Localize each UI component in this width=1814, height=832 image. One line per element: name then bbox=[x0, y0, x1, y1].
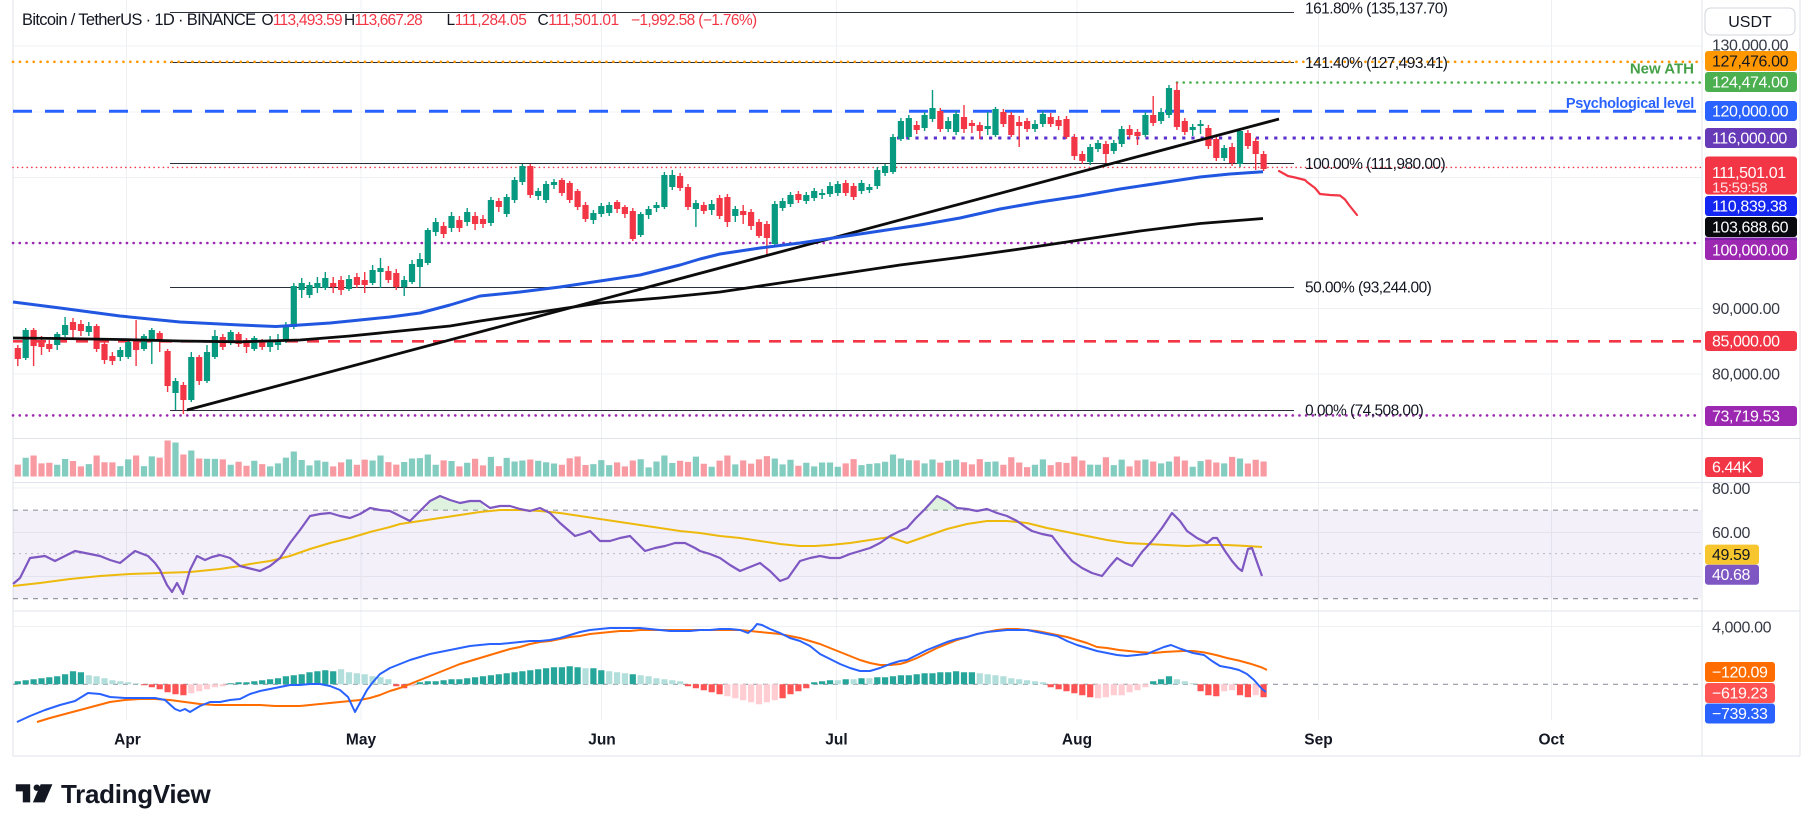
svg-text:127,476.00: 127,476.00 bbox=[1712, 54, 1789, 71]
svg-text:−1,992.58 (−1.76%): −1,992.58 (−1.76%) bbox=[631, 12, 757, 29]
svg-text:Psychological level: Psychological level bbox=[1566, 96, 1694, 112]
svg-text:80.00: 80.00 bbox=[1712, 481, 1751, 498]
svg-text:111,501.01: 111,501.01 bbox=[1712, 165, 1786, 182]
svg-text:C111,501.01: C111,501.01 bbox=[538, 12, 619, 29]
svg-text:40.68: 40.68 bbox=[1712, 567, 1751, 584]
svg-text:Bitcoin / TetherUS · 1D · BINA: Bitcoin / TetherUS · 1D · BINANCE bbox=[22, 11, 256, 29]
svg-text:15:59:58: 15:59:58 bbox=[1712, 180, 1767, 197]
svg-text:130,000.00: 130,000.00 bbox=[1712, 38, 1789, 55]
svg-text:4,000.00: 4,000.00 bbox=[1712, 620, 1772, 637]
svg-text:TradingView: TradingView bbox=[61, 779, 211, 809]
svg-text:124,474.00: 124,474.00 bbox=[1712, 75, 1789, 92]
svg-text:L111,284.05: L111,284.05 bbox=[447, 12, 527, 29]
svg-text:Aug: Aug bbox=[1062, 732, 1092, 749]
svg-text:90,000.00: 90,000.00 bbox=[1712, 301, 1780, 318]
svg-text:New ATH: New ATH bbox=[1630, 61, 1694, 78]
svg-text:May: May bbox=[346, 732, 377, 749]
svg-text:6.44K: 6.44K bbox=[1712, 460, 1753, 477]
svg-text:85,000.00: 85,000.00 bbox=[1712, 334, 1780, 351]
svg-text:O113,493.59: O113,493.59 bbox=[262, 12, 342, 29]
svg-text:Oct: Oct bbox=[1538, 732, 1564, 749]
svg-text:80,000.00: 80,000.00 bbox=[1712, 367, 1780, 384]
svg-text:−120.09: −120.09 bbox=[1712, 665, 1768, 682]
svg-text:Jun: Jun bbox=[588, 732, 616, 749]
svg-text:73,719.53: 73,719.53 bbox=[1712, 409, 1780, 426]
svg-text:H113,667.28: H113,667.28 bbox=[344, 12, 422, 29]
svg-text:60.00: 60.00 bbox=[1712, 525, 1751, 542]
svg-text:Apr: Apr bbox=[114, 732, 141, 749]
svg-text:Jul: Jul bbox=[825, 732, 847, 749]
svg-text:USDT: USDT bbox=[1728, 14, 1772, 31]
svg-text:141.40% (127,493.41): 141.40% (127,493.41) bbox=[1305, 55, 1448, 72]
svg-text:120,000.00: 120,000.00 bbox=[1712, 104, 1789, 121]
svg-text:116,000.00: 116,000.00 bbox=[1712, 131, 1787, 148]
svg-text:50.00% (93,244.00): 50.00% (93,244.00) bbox=[1305, 280, 1432, 297]
svg-text:−739.33: −739.33 bbox=[1712, 706, 1768, 723]
svg-text:−619.23: −619.23 bbox=[1712, 686, 1768, 703]
svg-text:49.59: 49.59 bbox=[1712, 547, 1751, 564]
svg-text:0.00% (74,508.00): 0.00% (74,508.00) bbox=[1305, 403, 1424, 420]
svg-text:103,688.60: 103,688.60 bbox=[1712, 220, 1789, 237]
svg-text:110,839.38: 110,839.38 bbox=[1712, 199, 1787, 216]
svg-text:Sep: Sep bbox=[1304, 732, 1332, 749]
svg-text:100.00% (111,980.00): 100.00% (111,980.00) bbox=[1305, 156, 1445, 173]
svg-text:161.80% (135,137.70): 161.80% (135,137.70) bbox=[1305, 1, 1448, 18]
svg-text:100,000.00: 100,000.00 bbox=[1712, 243, 1789, 260]
